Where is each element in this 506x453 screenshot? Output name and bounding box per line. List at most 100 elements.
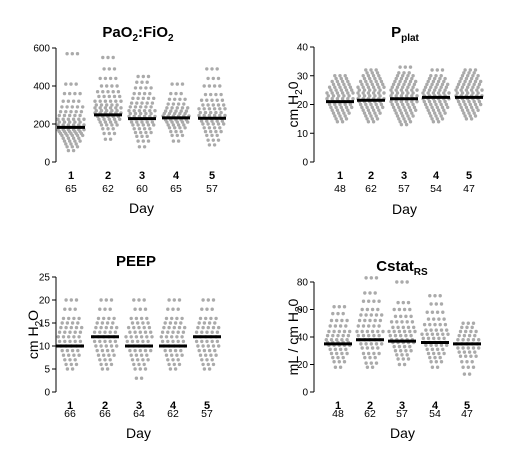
- data-point: [439, 102, 443, 107]
- data-point: [407, 82, 411, 87]
- data-point: [75, 105, 80, 109]
- data-point: [176, 123, 181, 127]
- data-point: [372, 299, 376, 303]
- data-point: [115, 123, 119, 127]
- data-point: [337, 360, 341, 364]
- data-point: [335, 79, 340, 84]
- data-point: [57, 339, 62, 344]
- data-point: [183, 126, 187, 130]
- data-point: [467, 350, 472, 354]
- data-point: [171, 330, 175, 334]
- data-point: [395, 353, 399, 357]
- data-point: [463, 114, 467, 118]
- data-point: [436, 91, 441, 95]
- data-point: [397, 362, 402, 367]
- data-point: [215, 133, 219, 138]
- data-point: [438, 111, 442, 115]
- data-point: [434, 328, 438, 332]
- data-point: [201, 122, 205, 126]
- data-point: [202, 84, 206, 88]
- data-point: [425, 82, 429, 87]
- data-point: [438, 294, 442, 298]
- data-point: [366, 91, 371, 95]
- data-point: [175, 106, 179, 110]
- data-point: [473, 350, 477, 354]
- data-point: [213, 348, 217, 353]
- data-point: [203, 110, 208, 115]
- data-point: [196, 325, 200, 330]
- data-point: [458, 79, 462, 84]
- data-point: [425, 347, 429, 352]
- data-point: [137, 298, 141, 302]
- data-point: [374, 276, 379, 280]
- data-point: [142, 298, 146, 302]
- data-point: [172, 325, 176, 330]
- data-point: [423, 102, 428, 107]
- count-label: 60: [136, 183, 148, 195]
- data-point: [331, 94, 336, 98]
- data-point: [398, 120, 402, 124]
- data-point: [344, 105, 349, 110]
- x-axis-label: Day: [126, 425, 151, 441]
- data-point: [336, 333, 340, 338]
- data-point: [108, 330, 112, 334]
- data-point: [73, 113, 77, 118]
- count-label: 57: [206, 183, 218, 195]
- data-point: [139, 335, 144, 339]
- data-point: [365, 365, 370, 369]
- data-point: [199, 98, 204, 102]
- data-point: [395, 85, 400, 89]
- data-point: [430, 365, 435, 369]
- count-label: 57: [398, 183, 410, 195]
- data-point: [166, 102, 170, 106]
- data-point: [351, 91, 355, 95]
- data-point: [333, 85, 337, 89]
- data-point: [177, 362, 182, 367]
- data-point: [391, 325, 395, 330]
- data-point: [401, 357, 405, 361]
- data-point: [94, 109, 99, 113]
- data-point: [143, 330, 148, 334]
- data-point: [467, 372, 472, 376]
- data-point: [62, 120, 67, 124]
- x-tick-label: 5: [464, 400, 470, 412]
- data-point: [403, 120, 407, 124]
- data-point: [171, 307, 175, 311]
- data-point: [103, 137, 108, 141]
- data-point: [98, 307, 102, 311]
- data-point: [431, 120, 436, 124]
- data-point: [338, 324, 343, 328]
- data-point: [461, 338, 465, 342]
- x-tick-label: 2: [368, 170, 374, 182]
- data-point: [369, 79, 373, 84]
- data-point: [430, 105, 434, 110]
- data-point: [147, 325, 152, 330]
- data-point: [446, 82, 450, 87]
- data-point: [205, 339, 209, 344]
- y-axis-label: mL / cm H20: [285, 298, 305, 375]
- data-point: [393, 314, 398, 319]
- data-point: [425, 310, 429, 314]
- data-point: [223, 113, 227, 118]
- data-point: [129, 316, 133, 321]
- data-point: [77, 123, 81, 127]
- data-point: [459, 105, 463, 110]
- data-point: [334, 117, 338, 121]
- data-point: [471, 346, 476, 350]
- data-point: [370, 307, 375, 312]
- data-point: [145, 80, 149, 84]
- data-point: [76, 348, 80, 353]
- data-point: [331, 111, 336, 115]
- data-point: [437, 351, 441, 356]
- count-label: 62: [102, 183, 114, 195]
- data-point: [360, 82, 364, 87]
- data-point: [105, 367, 110, 371]
- data-point: [335, 120, 340, 124]
- y-tick-label: 15: [39, 319, 51, 330]
- data-point: [376, 307, 380, 312]
- data-point: [180, 316, 184, 321]
- data-point: [376, 329, 380, 334]
- data-point: [348, 102, 353, 107]
- data-point: [340, 338, 344, 342]
- data-point: [215, 339, 220, 344]
